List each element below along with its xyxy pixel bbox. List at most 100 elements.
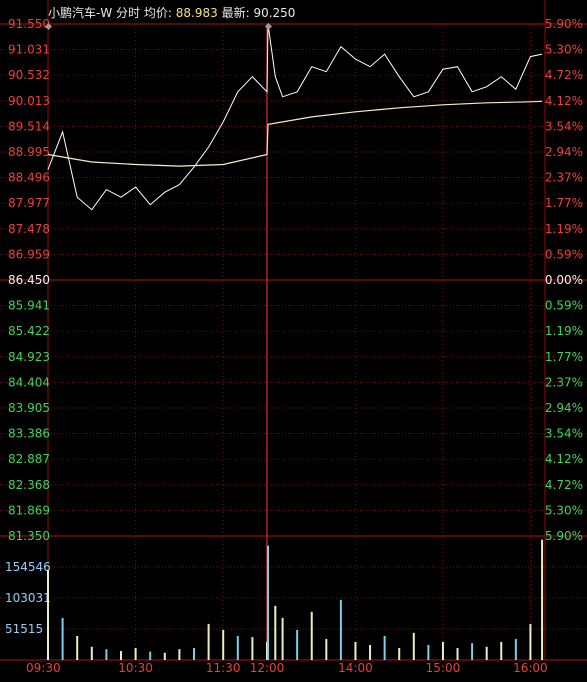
volume-bar: [529, 623, 532, 660]
percent-tick-label: 2.94%: [545, 401, 583, 415]
grid-lines: [0, 0, 587, 661]
price-lines: [44, 22, 543, 211]
avg-price-label: 均价:: [143, 6, 172, 20]
average-price-line: [47, 100, 543, 167]
price-tick-label: 86.450: [8, 273, 50, 287]
time-tick-label: 09:30: [26, 661, 61, 675]
volume-bar: [541, 539, 544, 660]
percent-axis: 5.90% 5.30% 4.72% 4.12% 3.54% 2.94% 2.37% 1.77%…: [545, 17, 583, 543]
volume-bar: [500, 641, 503, 660]
volume-bar: [149, 651, 152, 660]
price-tick-label: 85.941: [8, 299, 50, 313]
price-tick-label: 82.887: [8, 452, 50, 466]
volume-bar: [61, 617, 64, 660]
volume-axis: 154546 103031 51515: [5, 560, 51, 636]
volume-bar: [441, 641, 444, 660]
volume-bar: [76, 635, 79, 660]
volume-tick-label: 103031: [5, 591, 51, 605]
percent-tick-label: 1.19%: [545, 222, 583, 236]
volume-bar: [163, 652, 166, 660]
percent-tick-label: 1.19%: [545, 324, 583, 338]
volume-bar: [485, 646, 488, 660]
percent-tick-label: 2.37%: [545, 171, 583, 185]
price-tick-label: 90.532: [8, 68, 50, 82]
price-tick-label: 83.905: [8, 401, 50, 415]
price-tick-label: 81.869: [8, 503, 50, 517]
volume-bar: [354, 641, 357, 660]
price-tick-label: 82.368: [8, 478, 50, 492]
percent-tick-label: 0.59%: [545, 247, 583, 261]
price-tick-label: 84.923: [8, 350, 50, 364]
volume-bar: [456, 647, 459, 660]
time-tick-label: 12:00: [250, 661, 285, 675]
time-tick-label: 15:00: [426, 661, 461, 675]
volume-bar: [105, 649, 108, 660]
volume-bar: [193, 647, 195, 660]
volume-bar: [514, 638, 517, 660]
price-tick-label: 91.031: [8, 43, 50, 57]
time-tick-label: 11:30: [206, 661, 241, 675]
last-price-label: 最新:: [221, 6, 250, 20]
volume-bar: [274, 605, 277, 660]
price-tick-label: 87.478: [8, 222, 50, 236]
time-axis: 09:30 10:30 11:30 12:00 14:00 15:00 16:00: [26, 661, 548, 675]
volume-bar: [47, 569, 49, 660]
avg-price-value: 88.983: [175, 6, 218, 20]
volume-tick-label: 51515: [5, 622, 43, 636]
volume-bar: [427, 644, 430, 660]
percent-tick-label: 5.90%: [545, 17, 583, 31]
percent-tick-label: 2.94%: [545, 145, 583, 159]
volume-bar: [267, 545, 269, 660]
percent-tick-label: 4.72%: [545, 478, 583, 492]
chart-mode: 分时: [116, 6, 141, 20]
price-tick-label: 90.013: [8, 94, 50, 108]
volume-bar: [412, 632, 415, 660]
percent-tick-label: 2.37%: [545, 375, 583, 389]
volume-bars: [47, 539, 544, 660]
volume-bar: [178, 649, 181, 660]
percent-tick-label: 4.12%: [545, 452, 583, 466]
time-tick-label: 14:00: [338, 661, 373, 675]
price-tick-label: 85.422: [8, 324, 50, 338]
price-tick-label: 89.514: [8, 119, 50, 133]
volume-bar: [383, 635, 386, 660]
volume-bar: [325, 638, 328, 660]
volume-tick-label: 154546: [5, 560, 51, 574]
volume-bar: [369, 644, 372, 660]
percent-tick-label: 1.77%: [545, 350, 583, 364]
price-tick-label: 84.404: [8, 375, 50, 389]
time-tick-label: 10:30: [118, 661, 153, 675]
volume-bar: [90, 646, 93, 660]
volume-bar: [134, 647, 137, 660]
chart-header: 小鹏汽车-W 分时 均价: 88.983 最新: 90.250: [48, 4, 295, 21]
percent-tick-label: 5.30%: [545, 43, 583, 57]
price-line: [47, 23, 543, 211]
price-tick-label: 91.550: [8, 17, 50, 31]
percent-tick-label: 3.54%: [545, 119, 583, 133]
price-tick-label: 88.496: [8, 171, 50, 185]
volume-bar: [281, 617, 284, 660]
last-price-value: 90.250: [253, 6, 296, 20]
high-price-marker: [264, 22, 273, 31]
percent-tick-label: 0.59%: [545, 299, 583, 313]
volume-bar: [471, 643, 474, 660]
volume-bar: [296, 629, 299, 660]
percent-tick-label: 5.30%: [545, 503, 583, 517]
price-tick-label: 86.959: [8, 247, 50, 261]
volume-bar: [222, 629, 225, 660]
volume-bar: [207, 623, 210, 660]
price-tick-label: 83.386: [8, 427, 50, 441]
time-tick-label: 16:00: [513, 661, 548, 675]
volume-bar: [251, 637, 254, 660]
volume-bar: [120, 650, 122, 660]
price-tick-label: 88.995: [8, 145, 50, 159]
price-axis: 91.550 91.031 90.532 90.013 89.514 88.995 88.4…: [8, 17, 50, 543]
price-tick-label: 81.350: [8, 529, 50, 543]
volume-bar: [398, 647, 401, 660]
percent-tick-label: 4.72%: [545, 68, 583, 82]
percent-tick-label: 0.00%: [545, 273, 583, 287]
volume-bar: [236, 635, 239, 660]
percent-tick-label: 1.77%: [545, 196, 583, 210]
